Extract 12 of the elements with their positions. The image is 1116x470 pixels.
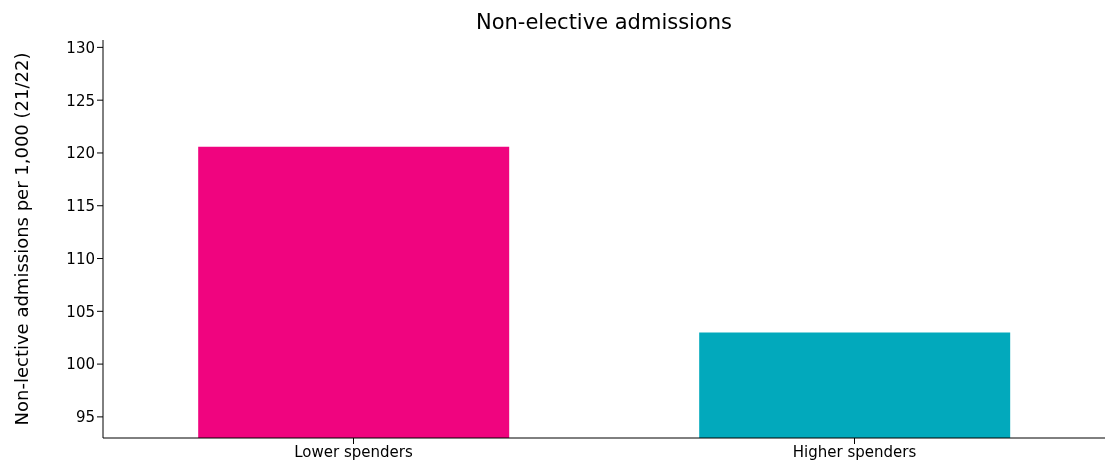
y-tick-label: 125 — [66, 91, 95, 110]
y-axis-title: Non-lective admissions per 1,000 (21/22) — [11, 52, 33, 426]
x-tick-label: Lower spenders — [294, 442, 413, 461]
x-tick-label: Higher spenders — [792, 442, 917, 461]
y-tick-label: 115 — [66, 197, 95, 216]
y-tick-label: 130 — [66, 38, 95, 57]
y-tick-label: 95 — [75, 408, 95, 427]
chart-title: Non-elective admissions — [474, 10, 734, 34]
y-tick-label: 100 — [66, 355, 95, 374]
y-tick-label: 105 — [66, 302, 95, 321]
y-tick-label: 120 — [66, 144, 95, 163]
y-tick-label: 110 — [66, 249, 95, 268]
